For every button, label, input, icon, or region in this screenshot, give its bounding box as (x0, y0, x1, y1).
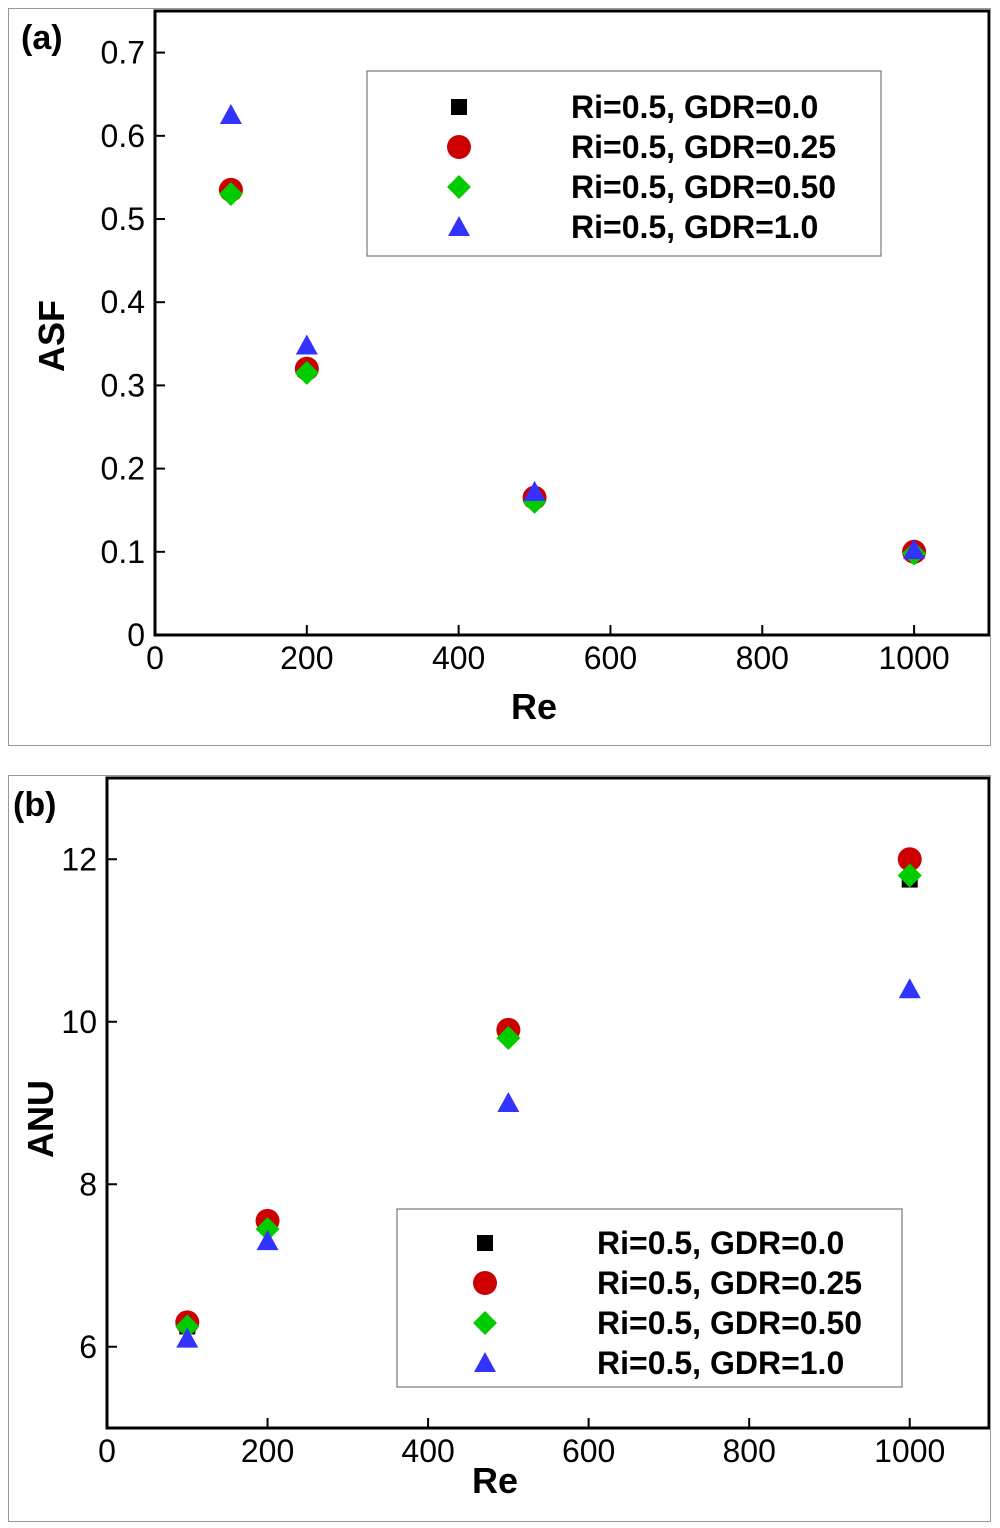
x-tick-label-b: 0 (98, 1433, 116, 1469)
y-tick-label-a: 0.4 (101, 284, 145, 320)
chart-panel-a: 0 0.1 0.2 0.3 0.4 0.5 0.6 0.7 0 200 400 600 800 1000 R… (8, 8, 991, 746)
legend-circle-marker-icon (447, 135, 471, 159)
data-points-a (218, 104, 927, 566)
legend-diamond-marker-icon (473, 1311, 497, 1335)
legend-entry-label: Ri=0.5, GDR=0.50 (571, 169, 836, 205)
legend-square-marker-icon (451, 99, 467, 115)
data-point-triangle (903, 539, 926, 560)
plot-frame-a (153, 9, 990, 637)
data-point-triangle (523, 480, 546, 501)
y-tick-label-b: 10 (61, 1004, 97, 1040)
x-tick-label-b: 1000 (874, 1433, 945, 1469)
data-point-diamond (294, 360, 319, 385)
x-tick-label-b: 800 (722, 1433, 775, 1469)
legend-entry-label: Ri=0.5, GDR=0.0 (597, 1225, 844, 1261)
chart-b-svg: 6 8 10 12 0 200 400 600 800 1000 Re ANU (b) Ri=0.5, G… (13, 776, 990, 1501)
chart-a-svg: 0 0.1 0.2 0.3 0.4 0.5 0.6 0.7 0 200 400 600 800 1000 R… (21, 9, 990, 727)
data-point-triangle (176, 1327, 199, 1348)
x-tick-label-b: 600 (562, 1433, 615, 1469)
data-point-diamond (496, 1026, 521, 1050)
legend-square-marker-icon (477, 1235, 493, 1251)
data-point-diamond (218, 182, 243, 207)
data-point-diamond (175, 1314, 200, 1339)
y-tick-label-a: 0.5 (101, 201, 145, 237)
chart-panel-b: 6 8 10 12 0 200 400 600 800 1000 Re ANU (b) Ri=0.5, G… (8, 775, 991, 1522)
x-tick-label-a: 400 (432, 640, 485, 676)
legend-triangle-marker-icon (448, 216, 470, 236)
legend-entry-label: Ri=0.5, GDR=0.25 (597, 1265, 862, 1301)
y-tick-label-b: 8 (79, 1166, 97, 1202)
data-point-triangle (497, 1092, 520, 1112)
legend-a: Ri=0.5, GDR=0.0 Ri=0.5, GDR=0.25 Ri=0.5, G… (366, 70, 882, 257)
legend-entry-label: Ri=0.5, GDR=0.25 (571, 129, 836, 165)
data-point-triangle (256, 1230, 279, 1251)
legend-entry-label: Ri=0.5, GDR=0.50 (597, 1305, 862, 1341)
data-point-triangle (219, 104, 242, 124)
x-tick-label-b: 200 (241, 1433, 294, 1469)
x-tick-label-b: 400 (401, 1433, 454, 1469)
y-tick-label-a: 0 (127, 617, 145, 653)
legend-entry-label: Ri=0.5, GDR=1.0 (571, 209, 818, 245)
legend-entry-label: Ri=0.5, GDR=1.0 (597, 1345, 844, 1381)
x-tick-label-a: 0 (146, 640, 164, 676)
x-axis-label-a: Re (511, 686, 557, 727)
legend-diamond-marker-icon (447, 175, 471, 199)
y-tick-label-a: 0.1 (101, 534, 145, 570)
x-tick-label-a: 800 (736, 640, 789, 676)
legend-circle-marker-icon (473, 1271, 497, 1295)
panel-label-b: (b) (13, 786, 56, 824)
x-tick-label-a: 200 (280, 640, 333, 676)
y-axis-label-b: ANU (20, 1080, 61, 1158)
x-tick-label-a: 1000 (878, 640, 949, 676)
data-point-triangle (898, 978, 921, 999)
plot-frame-b (105, 776, 990, 1430)
x-tick-label-a: 600 (584, 640, 637, 676)
y-tick-label-a: 0.3 (101, 367, 145, 403)
y-tick-label-a: 0.2 (101, 451, 145, 487)
legend-triangle-marker-icon (474, 1352, 496, 1372)
data-point-diamond (897, 863, 922, 888)
data-point-circle (897, 847, 922, 872)
x-axis-label-b: Re (472, 1460, 518, 1501)
data-point-triangle (295, 334, 318, 355)
y-tick-label-b: 12 (61, 841, 97, 877)
legend-b: Ri=0.5, GDR=0.0 Ri=0.5, GDR=0.25 Ri=0.5, G… (396, 1208, 903, 1388)
panel-label-a: (a) (21, 19, 63, 57)
y-axis-label-a: ASF (31, 300, 72, 372)
y-tick-label-a: 0.7 (101, 35, 145, 71)
data-points-b (175, 847, 922, 1348)
y-tick-label-a: 0.6 (101, 118, 145, 154)
y-tick-label-b: 6 (79, 1329, 97, 1365)
legend-entry-label: Ri=0.5, GDR=0.0 (571, 89, 818, 125)
